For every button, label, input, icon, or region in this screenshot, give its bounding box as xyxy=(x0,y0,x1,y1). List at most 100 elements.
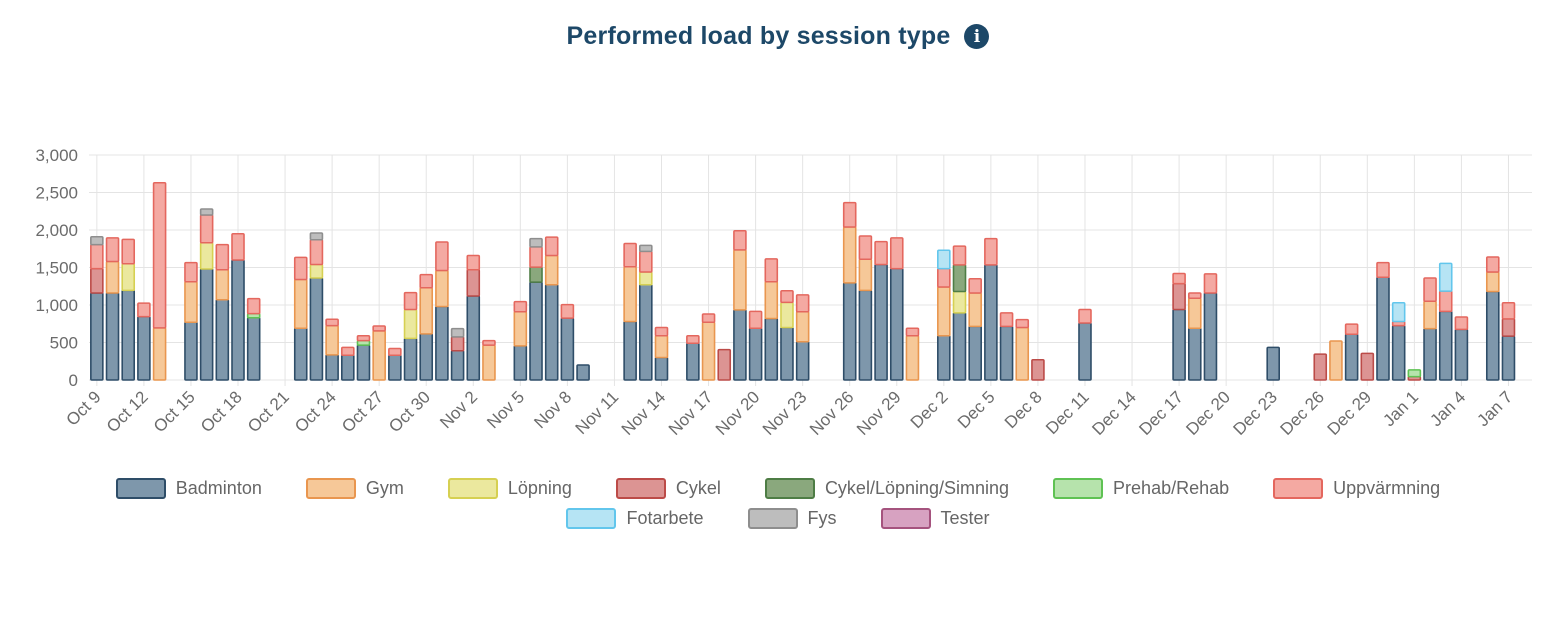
bar-nov-5[interactable] xyxy=(513,300,528,381)
bar-segment-fotarbete[interactable] xyxy=(1438,262,1453,292)
bar-segment-uppv-rmning[interactable] xyxy=(184,261,198,283)
bar-segment-gym[interactable] xyxy=(184,280,198,324)
bar-segment-uppv-rmning[interactable] xyxy=(1015,318,1030,329)
bar-nov-7[interactable] xyxy=(544,236,559,381)
bar-segment-badminton[interactable] xyxy=(889,267,904,381)
bar-segment-uppv-rmning[interactable] xyxy=(121,238,136,265)
bar-segment-uppv-rmning[interactable] xyxy=(513,300,528,313)
bar-segment-cykel[interactable] xyxy=(1313,353,1328,381)
bar-segment-uppv-rmning[interactable] xyxy=(231,232,245,261)
bar-segment-badminton[interactable] xyxy=(184,321,198,381)
bar-oct-31[interactable] xyxy=(435,241,449,381)
bar-dec-7[interactable] xyxy=(1015,318,1030,381)
bar-segment-badminton[interactable] xyxy=(764,317,779,381)
bar-segment-badminton[interactable] xyxy=(90,292,104,381)
bar-segment-l-pning[interactable] xyxy=(639,271,653,286)
bar-segment-gym[interactable] xyxy=(937,286,951,337)
bar-segment-badminton[interactable] xyxy=(1485,290,1500,381)
bar-segment-badminton[interactable] xyxy=(999,325,1014,381)
bar-segment-uppv-rmning[interactable] xyxy=(1344,323,1359,336)
bar-segment-uppv-rmning[interactable] xyxy=(419,273,434,289)
bar-segment-uppv-rmning[interactable] xyxy=(529,246,543,268)
bar-segment-badminton[interactable] xyxy=(874,263,888,381)
bar-segment-uppv-rmning[interactable] xyxy=(560,303,575,319)
bar-oct-17[interactable] xyxy=(215,243,230,381)
bar-segment-uppv-rmning[interactable] xyxy=(293,256,308,281)
bar-segment-badminton[interactable] xyxy=(403,337,418,381)
bar-dec-31[interactable] xyxy=(1391,301,1406,381)
bar-oct-10[interactable] xyxy=(105,237,120,381)
bar-segment-uppv-rmning[interactable] xyxy=(215,243,230,271)
bar-segment-gym[interactable] xyxy=(795,310,810,343)
bar-segment-uppv-rmning[interactable] xyxy=(1078,308,1092,324)
bar-segment-uppv-rmning[interactable] xyxy=(686,334,700,345)
bar-segment-uppv-rmning[interactable] xyxy=(968,277,982,294)
bar-dec-4[interactable] xyxy=(968,277,982,381)
bar-segment-uppv-rmning[interactable] xyxy=(90,243,104,270)
bar-nov-1[interactable] xyxy=(450,327,465,381)
bar-nov-21[interactable] xyxy=(764,258,779,381)
legend-item-fys[interactable]: Fys xyxy=(747,508,837,529)
bar-oct-9[interactable] xyxy=(90,235,104,381)
bar-segment-uppv-rmning[interactable] xyxy=(780,289,794,304)
bar-segment-uppv-rmning[interactable] xyxy=(1203,273,1218,294)
bar-segment-gym[interactable] xyxy=(1423,300,1437,330)
bar-dec-3[interactable] xyxy=(952,245,967,381)
legend-item-löpning[interactable]: Löpning xyxy=(447,478,572,499)
bar-segment-fys[interactable] xyxy=(529,237,543,248)
bar-segment-badminton[interactable] xyxy=(1391,324,1406,381)
bar-segment-badminton[interactable] xyxy=(795,340,810,381)
bar-segment-badminton[interactable] xyxy=(654,356,669,381)
bar-segment-fys[interactable] xyxy=(90,235,104,246)
bar-segment-uppv-rmning[interactable] xyxy=(309,238,324,266)
bar-nov-29[interactable] xyxy=(889,237,904,381)
bar-segment-gym[interactable] xyxy=(764,280,779,320)
bar-segment-fys[interactable] xyxy=(199,208,214,216)
bar-segment-gym[interactable] xyxy=(419,286,434,335)
info-circle-icon[interactable]: i xyxy=(964,24,990,49)
bar-segment-badminton[interactable] xyxy=(733,309,747,381)
bar-segment-uppv-rmning[interactable] xyxy=(544,236,559,257)
bar-segment-badminton[interactable] xyxy=(215,298,230,381)
bar-segment-badminton[interactable] xyxy=(419,333,434,381)
bar-nov-2[interactable] xyxy=(466,254,481,381)
bar-oct-25[interactable] xyxy=(340,346,355,381)
bar-segment-badminton[interactable] xyxy=(1344,333,1359,381)
bar-segment-badminton[interactable] xyxy=(560,317,575,381)
bar-segment-uppv-rmning[interactable] xyxy=(905,327,920,337)
bar-dec-29[interactable] xyxy=(1360,352,1375,381)
bar-segment-cykel[interactable] xyxy=(466,268,481,297)
bar-segment-gym[interactable] xyxy=(842,226,857,284)
bar-segment-badminton[interactable] xyxy=(529,281,543,381)
bar-segment-gym[interactable] xyxy=(1187,297,1202,330)
bar-segment-badminton[interactable] xyxy=(1187,327,1202,381)
bar-segment-cykel-l-pning-simning[interactable] xyxy=(952,264,967,293)
bar-dec-5[interactable] xyxy=(984,237,998,381)
bar-segment-uppv-rmning[interactable] xyxy=(748,310,763,330)
bar-oct-22[interactable] xyxy=(293,256,308,381)
bar-segment-l-pning[interactable] xyxy=(121,262,136,292)
bar-dec-17[interactable] xyxy=(1172,272,1186,381)
bar-segment-badminton[interactable] xyxy=(513,345,528,381)
bar-oct-15[interactable] xyxy=(184,261,198,381)
bar-jan-6[interactable] xyxy=(1485,256,1500,381)
bar-segment-uppv-rmning[interactable] xyxy=(1485,256,1500,273)
bar-segment-uppv-rmning[interactable] xyxy=(1501,301,1516,320)
bar-segment-badminton[interactable] xyxy=(984,264,998,381)
bar-segment-cykel[interactable] xyxy=(717,348,732,381)
bar-segment-cykel-l-pning-simning[interactable] xyxy=(529,266,543,283)
legend-item-uppv-rmning[interactable]: Uppvärmning xyxy=(1273,478,1440,499)
bar-nov-3[interactable] xyxy=(482,339,496,381)
bar-segment-badminton[interactable] xyxy=(105,292,120,381)
bar-segment-uppv-rmning[interactable] xyxy=(701,313,716,324)
bar-segment-gym[interactable] xyxy=(435,269,449,308)
bar-segment-gym[interactable] xyxy=(1015,326,1030,381)
bar-segment-badminton[interactable] xyxy=(325,354,339,381)
legend-item-cykel-löpning-simning[interactable]: Cykel/Löpning/Simning xyxy=(764,478,1009,499)
legend-item-badminton[interactable]: Badminton xyxy=(115,478,262,499)
bar-segment-uppv-rmning[interactable] xyxy=(654,326,669,337)
bar-segment-uppv-rmning[interactable] xyxy=(340,346,355,357)
bar-segment-badminton[interactable] xyxy=(1078,322,1092,381)
bar-segment-badminton[interactable] xyxy=(686,342,700,381)
bar-segment-cykel[interactable] xyxy=(450,336,465,352)
